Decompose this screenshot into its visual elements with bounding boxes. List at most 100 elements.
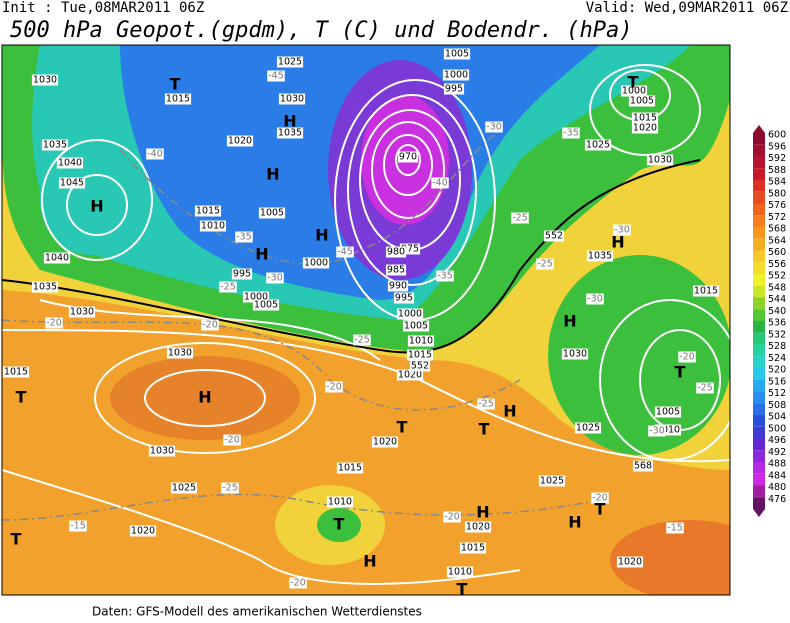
pressure-center: H — [255, 245, 268, 264]
isobar-label-box — [399, 243, 421, 255]
colorbar-arrow — [753, 125, 765, 133]
map-frame — [1, 44, 731, 596]
colorbar-cell — [753, 473, 765, 486]
temperature-label: -15 — [667, 523, 683, 534]
isobar-label: 975 — [401, 244, 419, 255]
isobar-label: 1030 — [280, 94, 304, 105]
colorbar-cell — [753, 356, 765, 368]
isobar-label: 1020 — [633, 123, 657, 134]
isobar-label-box — [692, 285, 720, 297]
pressure-center: H — [315, 226, 328, 245]
colorbar-label: 476 — [768, 494, 786, 505]
colorbar-label: 496 — [768, 435, 786, 446]
temperature-label-box — [666, 522, 684, 534]
isobar-label: 1005 — [656, 407, 680, 418]
isobar-label-box — [443, 83, 465, 95]
isobar-label-box — [631, 112, 659, 124]
isobar-label-box — [620, 85, 648, 97]
isobar-label-box — [129, 525, 157, 537]
pressure-center: H — [90, 197, 103, 216]
isobar-label-box — [459, 542, 487, 554]
temperature-label: -20 — [290, 578, 306, 589]
isobar-label-box — [561, 348, 589, 360]
pressure-center: T — [479, 420, 490, 439]
isobar-label-box — [443, 48, 471, 60]
isobar-label-box — [31, 74, 59, 86]
colorbar-cell — [753, 497, 765, 509]
isobar-label: 1030 — [563, 349, 587, 360]
isobar-label: 1000 — [244, 292, 268, 303]
temperature-label-box — [223, 434, 241, 446]
isobar-label: 1040 — [58, 158, 82, 169]
pressure-center: H — [568, 513, 581, 532]
isobar-label: 1015 — [338, 463, 362, 474]
temperature-label: -35 — [236, 232, 252, 243]
colorbar-label: 548 — [768, 282, 786, 293]
colorbar-cell — [753, 250, 765, 263]
isobar-label-box — [199, 220, 227, 232]
temperature-label: -20 — [592, 493, 608, 504]
colorbar-cell — [753, 321, 765, 333]
isobar-label-box — [371, 436, 399, 448]
isobar-label: 1005 — [260, 208, 284, 219]
colorbar-cell — [753, 426, 765, 439]
isobar-label-box — [166, 347, 194, 359]
temperature-label: -20 — [224, 435, 240, 446]
colorbar-label: 592 — [768, 153, 786, 164]
isobar-label-box — [442, 69, 470, 81]
isobar-label-box — [654, 406, 682, 418]
pressure-center: H — [563, 312, 576, 331]
isobar-label: 1020 — [228, 136, 252, 147]
temperature-label: -20 — [679, 352, 695, 363]
pressure-center: T — [595, 500, 606, 519]
temperature-label-box — [511, 212, 529, 224]
colorbar-cell — [753, 403, 765, 415]
colorbar-label: 540 — [768, 306, 786, 317]
colorbar-label: 480 — [768, 482, 786, 493]
isobar-label: 970 — [399, 152, 417, 163]
temperature-label-box — [266, 272, 284, 284]
colorbar-cell — [753, 438, 765, 451]
colorbar-cell — [753, 285, 765, 298]
colorbar-cell — [753, 191, 765, 204]
temperature-label-box — [591, 492, 609, 504]
colorbar-label: 532 — [768, 329, 786, 340]
colorbar-label: 560 — [768, 247, 786, 258]
isobar-label-box — [397, 151, 419, 163]
isobar-label-box — [258, 207, 286, 219]
isobar-label: 1010 — [201, 221, 225, 232]
isobar-label-box — [194, 205, 222, 217]
isobar-label-box — [302, 257, 330, 269]
temperature-label: -25 — [354, 335, 370, 346]
colorbar-cell — [753, 485, 765, 498]
temperature-label: -25 — [697, 383, 713, 394]
colorbar-cell — [753, 332, 765, 345]
valid-time: Valid: Wed,09MAR2011 06Z — [586, 0, 788, 16]
colorbar-cell — [753, 144, 765, 157]
isobar-label: 1035 — [278, 128, 302, 139]
temperature-label-box — [536, 258, 554, 270]
isobar-label-box — [242, 291, 270, 303]
colorbar-label: 500 — [768, 423, 786, 434]
temperature-label: -20 — [46, 318, 62, 329]
isobar-label-box — [385, 246, 407, 258]
isobar-label: 1015 — [4, 367, 28, 378]
colorbar-label: 568 — [768, 224, 786, 235]
geopotential-label-box — [632, 460, 654, 472]
temperature-label-box — [648, 425, 666, 437]
temperature-label-box — [431, 177, 449, 189]
geopotential-label: 568 — [634, 461, 652, 472]
temperature-label-box — [69, 520, 87, 532]
colorbar-label: 576 — [768, 200, 786, 211]
pressure-center: T — [457, 580, 468, 599]
geopotential-label: 552 — [411, 361, 429, 372]
isobar-label: 1020 — [466, 522, 490, 533]
temperature-label-box — [477, 398, 495, 410]
colorbar-label: 564 — [768, 235, 786, 246]
pressure-center: T — [675, 363, 686, 382]
temperature-label: -40 — [147, 149, 163, 160]
colorbar-cell — [753, 274, 765, 286]
isobar-label: 1010 — [409, 336, 433, 347]
colorbar-cell — [753, 133, 765, 145]
init-time: Init : Tue,08MAR2011 06Z — [2, 0, 204, 16]
